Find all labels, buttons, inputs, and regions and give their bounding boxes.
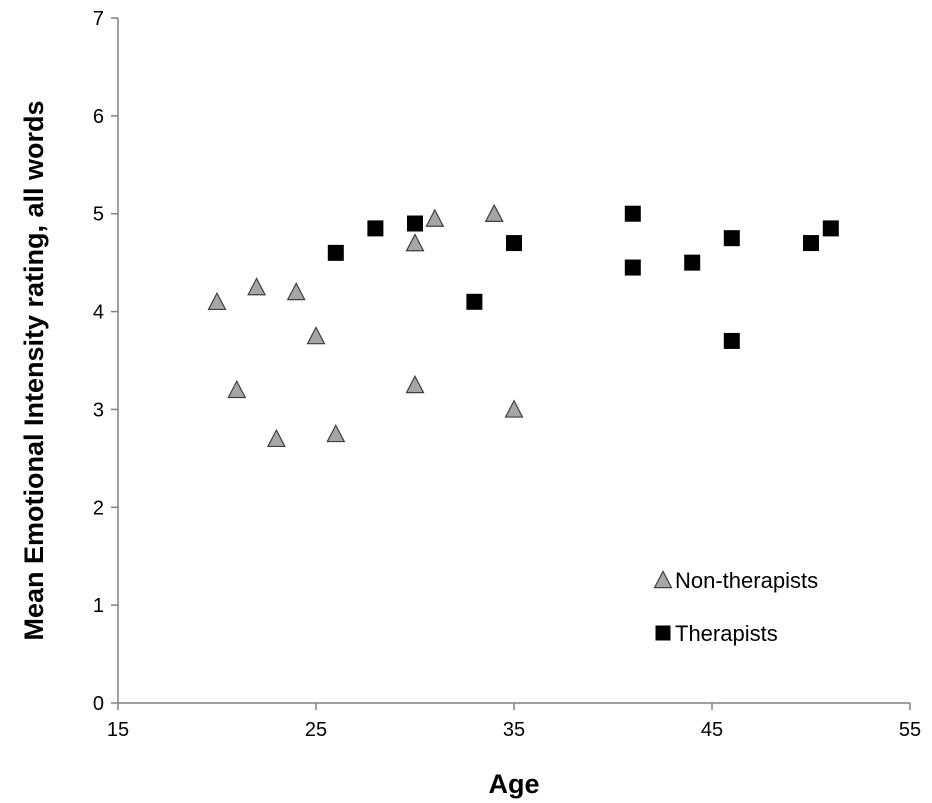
non-therapist-point — [326, 423, 346, 443]
legend-marker-non-therapists — [653, 570, 673, 589]
non-therapist-point — [286, 282, 306, 301]
non-therapist-point — [207, 291, 227, 311]
x-ticks: 15 25 35 45 55 — [107, 703, 921, 741]
therapist-point — [723, 332, 740, 349]
therapist-point — [367, 220, 384, 237]
x-axis-title: Age — [488, 769, 539, 799]
x-tick-label: 25 — [305, 719, 327, 741]
x-tick-label: 45 — [701, 719, 723, 741]
non-therapist-point — [266, 428, 286, 448]
x-tick-label: 35 — [503, 719, 525, 741]
y-tick-label: 1 — [93, 595, 104, 617]
non-therapist-point — [306, 326, 326, 345]
y-ticks: 0 1 2 3 4 5 6 7 — [93, 8, 118, 715]
therapist-point — [803, 235, 819, 252]
therapist-point — [822, 220, 839, 237]
non-therapist-point — [405, 233, 425, 252]
non-therapist-point — [227, 379, 247, 399]
data-points — [207, 203, 839, 448]
therapist-point — [327, 244, 344, 261]
y-tick-label: 3 — [93, 399, 104, 421]
y-tick-label: 5 — [93, 204, 104, 226]
therapist-point — [466, 293, 483, 310]
axes — [117, 18, 910, 704]
x-tick-label: 55 — [899, 719, 921, 741]
legend-label-non-therapists: Non-therapists — [675, 568, 818, 593]
non-therapist-point — [247, 277, 267, 296]
y-tick-label: 7 — [93, 8, 104, 30]
therapist-point — [624, 259, 641, 276]
y-tick-label: 4 — [93, 302, 104, 324]
y-tick-label: 2 — [93, 497, 104, 519]
legend: Non-therapists Therapists — [653, 568, 818, 646]
non-therapist-point — [484, 203, 504, 222]
therapist-point — [407, 215, 423, 232]
therapist-point — [624, 205, 641, 222]
y-axis-title: Mean Emotional Intensity rating, all wor… — [19, 100, 49, 640]
therapist-point — [506, 235, 522, 252]
non-therapist-point — [425, 208, 445, 227]
non-therapist-point — [405, 375, 425, 394]
y-tick-label: 6 — [93, 106, 104, 128]
therapist-point — [684, 254, 701, 271]
legend-label-therapists: Therapists — [675, 621, 778, 646]
legend-marker-therapists — [655, 625, 671, 641]
y-tick-label: 0 — [93, 693, 104, 715]
x-tick-label: 15 — [107, 719, 129, 741]
therapist-point — [723, 230, 740, 247]
non-therapist-point — [504, 399, 524, 418]
